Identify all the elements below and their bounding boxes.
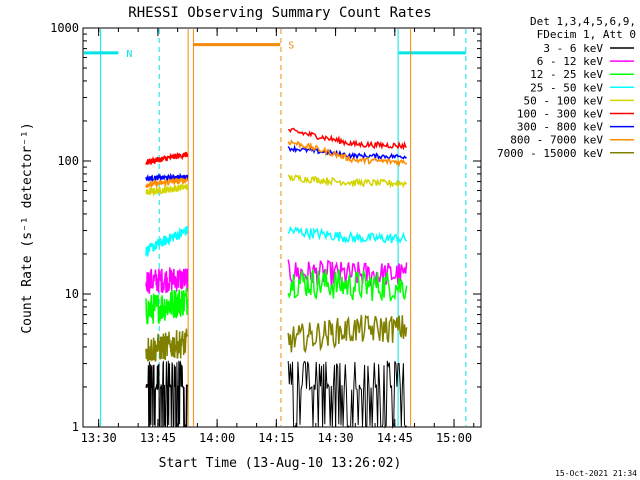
- series-line: [287, 139, 408, 168]
- legend-label: 100 - 300 keV: [517, 108, 603, 121]
- marker-layer: NS: [84, 29, 467, 426]
- legend-label: 300 - 800 keV: [517, 121, 603, 134]
- legend-header-2: FDecim 1, Att 0: [537, 28, 636, 41]
- series-line: [287, 269, 408, 302]
- series-line: [287, 127, 407, 151]
- legend-header-1: Det 1,3,4,5,6,9,: [530, 15, 636, 28]
- plot-frame: [82, 27, 482, 428]
- y-axis-label: Count Rate (s⁻¹ detector⁻¹): [20, 122, 35, 333]
- series-line: [145, 151, 189, 166]
- series-line: [145, 182, 189, 197]
- y-tick-label: 10: [65, 287, 79, 301]
- tick-layer: 1 10 100 1000 13:30 13:45 14:00 14:15 14:30 14:45…: [50, 21, 481, 445]
- x-axis-label: Start Time (13-Aug-10 13:26:02): [159, 456, 402, 471]
- flag-label: N: [126, 49, 132, 60]
- y-tick-label: 100: [57, 154, 79, 168]
- x-tick-label: 13:30: [81, 431, 117, 445]
- legend-label: 6 - 12 keV: [537, 55, 604, 68]
- y-tick-label: 1000: [50, 21, 79, 35]
- series-line: [287, 225, 408, 246]
- x-tick-label: 14:00: [199, 431, 235, 445]
- x-tick-label: 14:30: [318, 431, 354, 445]
- legend-label: 7000 - 15000 keV: [497, 147, 603, 160]
- legend-label: 3 - 6 keV: [543, 42, 603, 55]
- legend-label: 50 - 100 keV: [524, 94, 604, 107]
- legend-label: 25 - 50 keV: [530, 81, 603, 94]
- y-tick-label: 1: [72, 420, 79, 434]
- data-layer: [145, 127, 408, 429]
- x-tick-label: 13:45: [140, 431, 176, 445]
- series-line: [287, 314, 408, 354]
- series-line: [145, 328, 189, 362]
- series-line: [287, 360, 407, 429]
- legend-label: 12 - 25 keV: [530, 68, 603, 81]
- series-line: [145, 226, 189, 258]
- series-line: [145, 176, 189, 189]
- legend-label: 800 - 7000 keV: [510, 134, 603, 147]
- chart-title: RHESSI Observing Summary Count Rates: [128, 5, 431, 21]
- timestamp: 15-Oct-2021 21:34: [555, 469, 637, 478]
- x-tick-label: 14:45: [377, 431, 413, 445]
- x-tick-label: 15:00: [436, 431, 472, 445]
- series-line: [145, 360, 188, 428]
- series-line: [287, 174, 408, 189]
- series-line: [287, 144, 407, 162]
- x-tick-label: 14:15: [258, 431, 294, 445]
- flag-label: S: [288, 41, 294, 52]
- series-line: [145, 288, 189, 325]
- series-line: [145, 267, 189, 294]
